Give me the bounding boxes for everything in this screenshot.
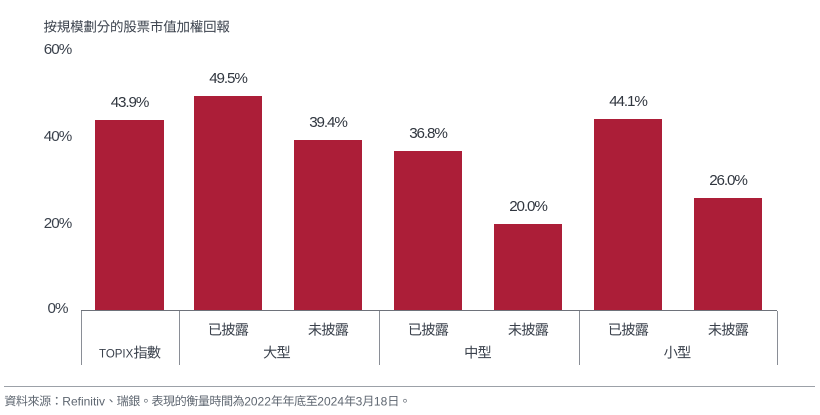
svg-text:3: 3 — [356, 394, 363, 408]
svg-text:Refinitiv: Refinitiv — [62, 394, 105, 408]
svg-text:18: 18 — [374, 394, 388, 408]
svg-text:TOPIX: TOPIX — [99, 349, 134, 361]
svg-text:2024: 2024 — [317, 394, 344, 408]
svg-text:2022: 2022 — [244, 394, 271, 408]
